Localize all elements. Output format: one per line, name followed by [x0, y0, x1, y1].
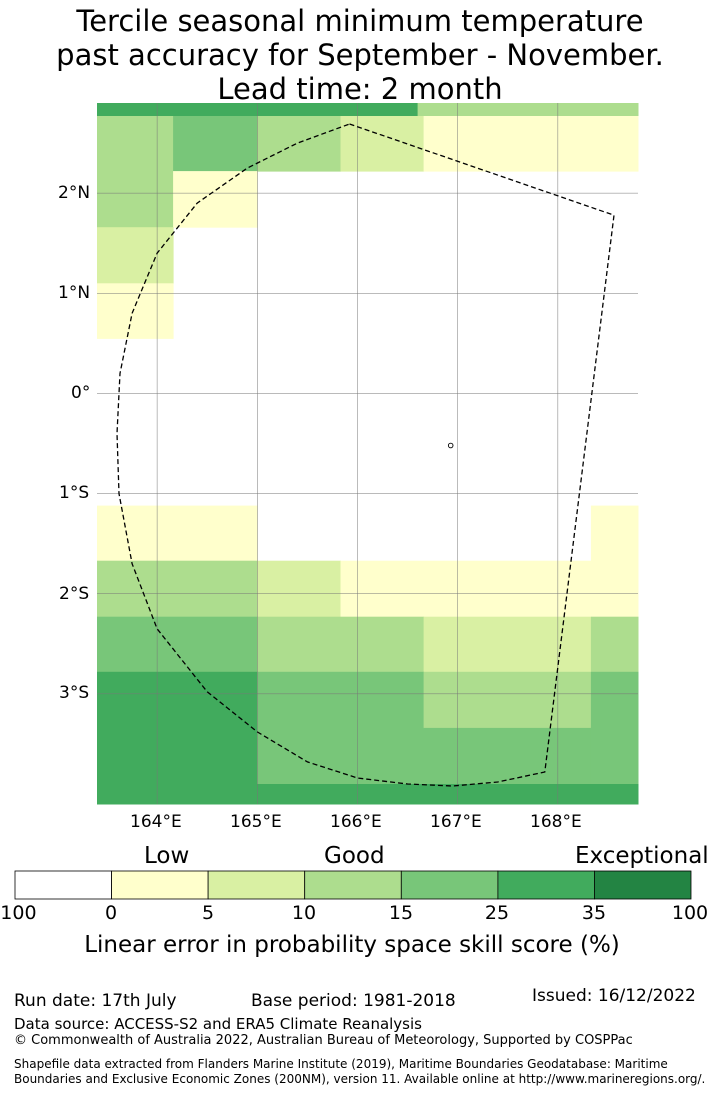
skill-cell-11: [97, 505, 258, 562]
skill-cell-23: [423, 727, 592, 785]
lon-label-165e: 165°E: [230, 812, 282, 832]
skill-cell-14: [257, 560, 341, 618]
lat-label-3s: 3°S: [59, 683, 90, 703]
colorbar-swatch-6: [594, 870, 692, 900]
map-title: Tercile seasonal minimum temperature pas…: [0, 4, 720, 106]
skill-cell-3: [173, 116, 258, 172]
skill-cell-18: [423, 616, 592, 673]
lat-label-1s: 1°S: [59, 483, 90, 503]
lat-label-0: 0°: [71, 383, 91, 403]
category-exceptional: Exceptional: [575, 843, 709, 869]
graticule: [97, 103, 638, 804]
skill-cell-22: [423, 671, 592, 729]
lon-label-168e: 168°E: [530, 812, 582, 832]
title-line-1: Tercile seasonal minimum temperature: [76, 4, 644, 38]
skill-cell-2: [97, 116, 174, 172]
skill-cell-13: [97, 560, 258, 618]
colorbar-swatch-4: [400, 870, 499, 900]
skill-cell-21: [257, 671, 425, 785]
category-good: Good: [324, 843, 385, 869]
skill-cell-19: [590, 616, 639, 673]
colorbar-swatch-3: [304, 870, 402, 900]
skill-cell-25: [257, 784, 639, 805]
colorbar-swatch-1: [111, 870, 209, 900]
lon-label-164e: 164°E: [130, 812, 182, 832]
cb-tick-7: 100: [671, 902, 709, 924]
skill-map: [97, 103, 639, 805]
skill-cell-6: [423, 116, 639, 172]
shapefile-credit-line-2: Boundaries and Exclusive Economic Zones …: [14, 1072, 706, 1086]
colorbar-swatches: [14, 870, 692, 900]
colorbar-title: Linear error in probability space skill …: [84, 932, 620, 958]
lat-label-1n: 1°N: [58, 283, 91, 303]
skill-cell-1: [417, 103, 639, 117]
island-outline: [447, 442, 454, 449]
colorbar-swatch-0: [14, 870, 112, 900]
colorbar-swatch-5: [497, 870, 595, 900]
title-line-2: past accuracy for September - November.: [56, 38, 664, 72]
cb-tick-2: 5: [201, 902, 215, 924]
skill-cell-20: [97, 671, 258, 805]
skill-cell-17: [257, 616, 425, 673]
cb-tick-3: 10: [291, 902, 317, 924]
base-period: Base period: 1981-2018: [251, 991, 456, 1011]
shapefile-credit-line-1: Shapefile data extracted from Flanders M…: [14, 1057, 668, 1071]
skill-cell-9: [97, 227, 174, 284]
lon-label-166e: 166°E: [330, 812, 382, 832]
colorbar-swatch-2: [207, 870, 306, 900]
skill-cell-24: [590, 671, 639, 785]
category-low: Low: [144, 843, 190, 869]
eez-boundary: [116, 123, 615, 787]
skill-cell-7: [97, 171, 174, 228]
title-line-3: Lead time: 2 month: [217, 72, 503, 106]
skill-cell-15: [340, 560, 639, 618]
data-source: Data source: ACCESS-S2 and ERA5 Climate …: [14, 1015, 422, 1033]
lat-label-2n: 2°N: [58, 183, 91, 203]
skill-cell-5: [340, 116, 425, 172]
skill-cell-10: [97, 283, 174, 339]
skill-cell-8: [173, 171, 258, 228]
lat-label-2s: 2°S: [59, 584, 90, 604]
skill-cell-16: [97, 616, 258, 673]
copyright: © Commonwealth of Australia 2022, Austra…: [14, 1033, 633, 1048]
cb-tick-4: 15: [388, 902, 414, 924]
cb-tick-1: 0: [104, 902, 118, 924]
skill-cell-0: [97, 103, 419, 117]
skill-cells: [97, 103, 639, 805]
skill-cell-4: [257, 116, 341, 172]
issued-date: Issued: 16/12/2022: [532, 986, 696, 1006]
run-date: Run date: 17th July: [14, 991, 177, 1011]
cb-tick-5: 25: [484, 902, 510, 924]
cb-tick-0: -100: [0, 902, 37, 924]
lon-label-167e: 167°E: [430, 812, 482, 832]
cb-tick-6: 35: [581, 902, 607, 924]
skill-cell-12: [590, 505, 639, 562]
